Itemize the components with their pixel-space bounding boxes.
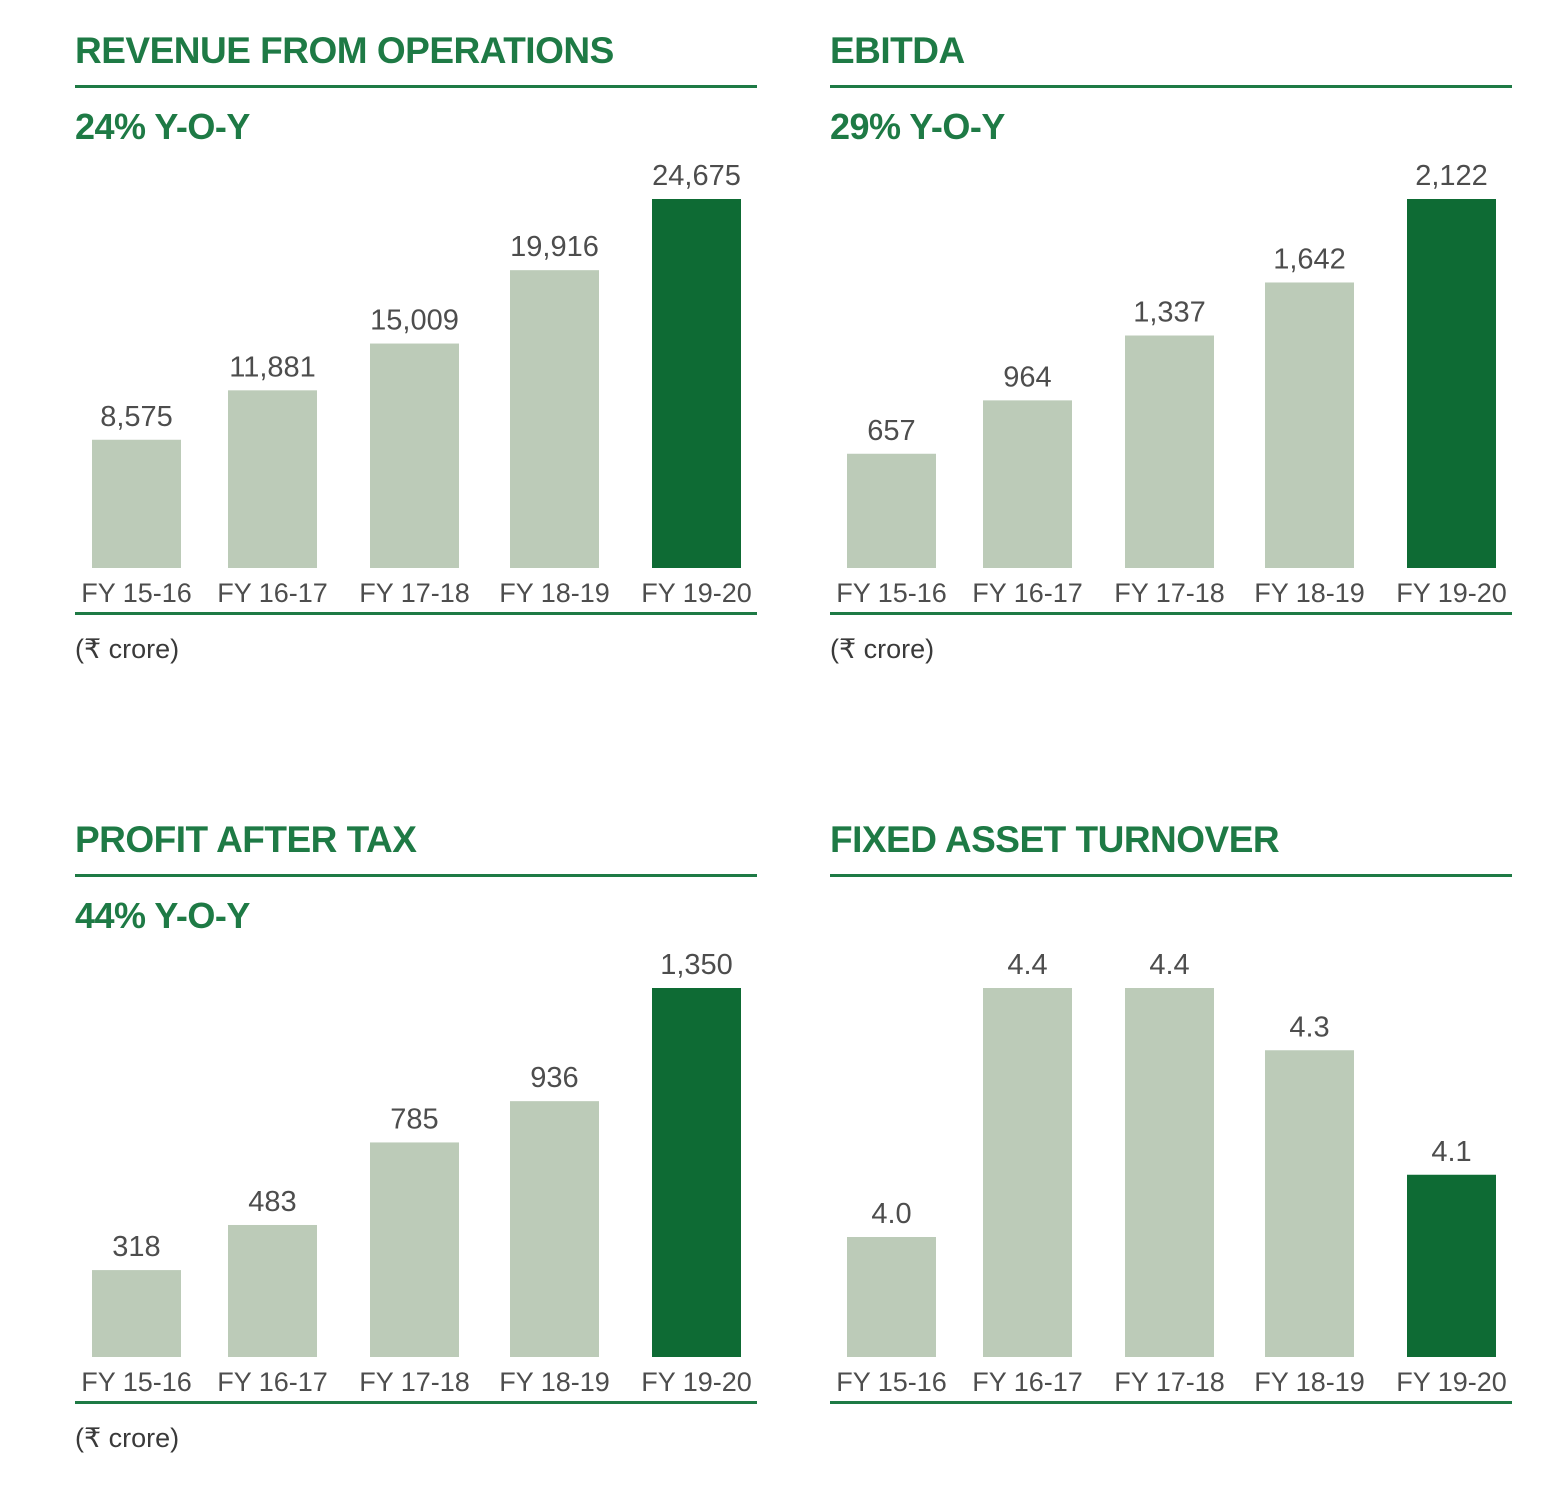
baseline-divider <box>75 1401 757 1404</box>
bar <box>92 439 181 568</box>
data-label: 4.1 <box>1431 1136 1471 1168</box>
title-divider <box>830 874 1512 877</box>
category-label: FY 16-17 <box>217 578 328 608</box>
bar <box>1265 282 1354 568</box>
bar-chart: 657 FY 15-16 964 FY 16-17 1,337 FY 17-18 1,642… <box>836 160 1507 608</box>
unit-label: (₹ crore) <box>75 1423 180 1453</box>
growth-subtitle: 29% Y-O-Y <box>830 106 1005 147</box>
title-divider <box>830 85 1512 88</box>
category-label: FY 19-20 <box>1396 1367 1507 1397</box>
category-label: FY 15-16 <box>836 1367 947 1397</box>
category-label: FY 18-19 <box>1254 1367 1365 1397</box>
chart-panel-fixed-asset-turnover: FIXED ASSET TURNOVER 4.0 FY 15-16 4.4 FY 16… <box>830 789 1512 1469</box>
category-label: FY 19-20 <box>1396 578 1507 608</box>
bar <box>1125 988 1214 1357</box>
category-label: FY 18-19 <box>499 578 610 608</box>
chart-panel-profit-after-tax: PROFIT AFTER TAX 44% Y-O-Y 318 FY 15-16 48… <box>75 789 757 1469</box>
bar <box>228 1224 317 1357</box>
category-label: FY 17-18 <box>359 578 470 608</box>
bar <box>652 988 741 1357</box>
data-label: 4.4 <box>1149 949 1189 981</box>
data-label: 1,337 <box>1133 297 1206 329</box>
chart-title: FIXED ASSET TURNOVER <box>830 819 1280 860</box>
bar <box>510 270 599 568</box>
data-label: 24,675 <box>652 160 741 192</box>
bar-chart: 8,575 FY 15-16 11,881 FY 16-17 15,009 FY 17-1… <box>81 160 752 608</box>
growth-subtitle: 44% Y-O-Y <box>75 895 250 936</box>
category-label: FY 18-19 <box>1254 578 1365 608</box>
category-label: FY 18-19 <box>499 1367 610 1397</box>
category-label: FY 17-18 <box>1114 1367 1225 1397</box>
data-label: 483 <box>248 1186 296 1218</box>
chart-title: EBITDA <box>830 30 965 71</box>
chart-panel-revenue: REVENUE FROM OPERATIONS 24% Y-O-Y 8,575 F… <box>75 0 757 680</box>
bar-chart: 4.0 FY 15-16 4.4 FY 16-17 4.4 FY 17-18 4.3 FY 1… <box>836 949 1507 1397</box>
bar <box>847 453 936 568</box>
chart-panel-ebitda: EBITDA 29% Y-O-Y 657 FY 15-16 964 FY 16-17 1… <box>830 0 1512 680</box>
data-label: 19,916 <box>510 231 599 263</box>
category-label: FY 17-18 <box>1114 578 1225 608</box>
data-label: 4.0 <box>871 1198 911 1230</box>
data-label: 1,350 <box>660 949 733 981</box>
growth-subtitle: 24% Y-O-Y <box>75 106 250 147</box>
baseline-divider <box>830 612 1512 615</box>
bar <box>92 1270 181 1357</box>
data-label: 15,009 <box>370 305 459 337</box>
data-label: 2,122 <box>1415 160 1488 192</box>
bar <box>847 1237 936 1357</box>
bar <box>370 1142 459 1357</box>
data-label: 4.4 <box>1007 949 1047 981</box>
bar <box>652 199 741 568</box>
chart-title: PROFIT AFTER TAX <box>75 819 417 860</box>
category-label: FY 16-17 <box>972 1367 1083 1397</box>
data-label: 11,881 <box>229 351 316 383</box>
bar <box>983 988 1072 1357</box>
category-label: FY 15-16 <box>81 1367 192 1397</box>
category-label: FY 19-20 <box>641 578 752 608</box>
bar <box>1125 335 1214 568</box>
bar <box>510 1101 599 1357</box>
data-label: 318 <box>112 1231 160 1263</box>
category-label: FY 15-16 <box>81 578 192 608</box>
data-label: 4.3 <box>1289 1011 1329 1043</box>
title-divider <box>75 874 757 877</box>
chart-title: REVENUE FROM OPERATIONS <box>75 30 614 71</box>
bar <box>1265 1050 1354 1357</box>
data-label: 964 <box>1003 361 1051 393</box>
category-label: FY 16-17 <box>972 578 1083 608</box>
data-label: 1,642 <box>1273 243 1346 275</box>
category-label: FY 17-18 <box>359 1367 470 1397</box>
baseline-divider <box>830 1401 1512 1404</box>
category-label: FY 19-20 <box>641 1367 752 1397</box>
bar-chart: 318 FY 15-16 483 FY 16-17 785 FY 17-18 936 FY 1… <box>81 949 752 1397</box>
data-label: 785 <box>390 1103 438 1135</box>
bar <box>228 390 317 568</box>
unit-label: (₹ crore) <box>830 634 935 664</box>
data-label: 8,575 <box>100 401 173 433</box>
bar <box>983 400 1072 568</box>
baseline-divider <box>75 612 757 615</box>
category-label: FY 16-17 <box>217 1367 328 1397</box>
bar <box>1407 199 1496 568</box>
data-label: 657 <box>867 415 915 447</box>
data-label: 936 <box>530 1062 578 1094</box>
title-divider <box>75 85 757 88</box>
unit-label: (₹ crore) <box>75 634 180 664</box>
bar <box>370 343 459 568</box>
bar <box>1407 1174 1496 1357</box>
category-label: FY 15-16 <box>836 578 947 608</box>
